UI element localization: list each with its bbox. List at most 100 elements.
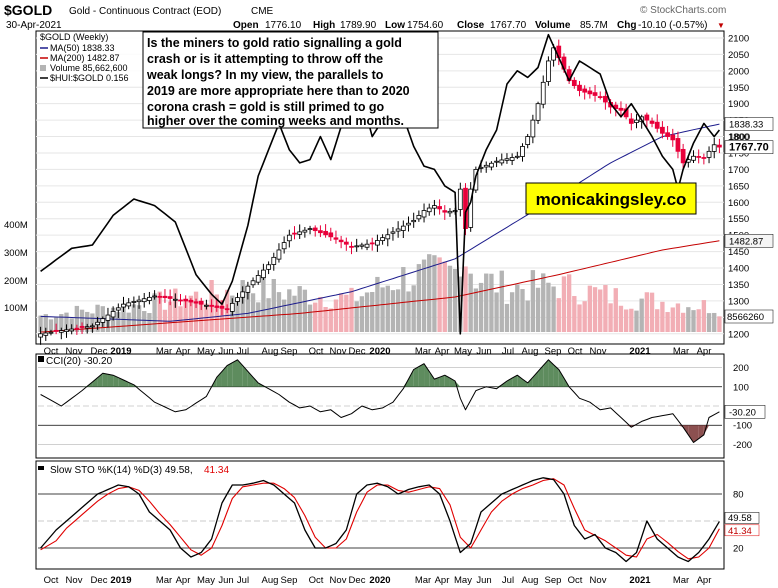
candle-body (105, 314, 111, 321)
volume-bar (489, 273, 494, 332)
candle-body (680, 148, 686, 164)
month-label: Aug (522, 346, 539, 357)
month-label: Mar (415, 346, 431, 357)
candle-body (126, 302, 132, 307)
cci-fill-positive (434, 377, 440, 387)
volume-bar (458, 276, 463, 332)
volume-bar (240, 280, 245, 332)
candle-body (582, 88, 588, 93)
legend-ma200: MA(200) 1482.87 (50, 53, 120, 63)
cci-fill-positive (553, 364, 559, 387)
annotation-line-4: 2019 are more appropriate here than to 2… (147, 84, 410, 98)
candle-body (307, 228, 313, 230)
volume-bar (696, 309, 701, 332)
volume-bar (328, 308, 333, 332)
candle-body (188, 299, 194, 303)
volume-bar (287, 289, 292, 332)
annotation-line-3: weak longs? In my view, the parallels to (146, 68, 384, 82)
volume-bar (411, 285, 416, 332)
candle-body (618, 107, 624, 111)
month-label: Oct (44, 346, 59, 357)
month-label: Mar (415, 575, 431, 586)
volume-bar (442, 261, 447, 332)
candle-body (369, 242, 375, 245)
candle-body (64, 329, 69, 332)
volume-bar (608, 303, 613, 332)
candle-body (286, 234, 292, 242)
candle-body (406, 222, 411, 226)
candle-body (603, 95, 608, 103)
cci-fill-positive (543, 359, 549, 387)
month-label: 2021 (629, 346, 651, 357)
candle-body (255, 275, 261, 283)
cci-fill-positive (113, 375, 119, 387)
month-label: 2020 (369, 575, 390, 586)
cci-fill-negative (703, 425, 710, 435)
candle-body (69, 328, 75, 332)
candle-body (628, 118, 634, 124)
volume-bar (385, 285, 390, 332)
month-label: Aug (522, 575, 539, 586)
candle-body (421, 210, 427, 218)
price-tick-label: 1650 (728, 181, 749, 192)
candle-body (696, 156, 702, 158)
sto-tick-label: 20 (733, 544, 744, 555)
volume-bar (266, 298, 271, 332)
volume-bar (318, 296, 323, 332)
header-date: 30-Apr-2021 (6, 20, 62, 31)
candle-body (654, 121, 660, 129)
legend-ratio: $HUI:$GOLD 0.156 (50, 73, 129, 83)
cci-tick-label: 100 (733, 382, 749, 393)
candle-body (540, 81, 546, 105)
cci-line (40, 359, 720, 443)
cci-fill-positive (522, 379, 528, 387)
volume-bar (395, 289, 401, 332)
sto-title: Slow STO %K(14) %D(3) 49.58, 41.34 (38, 465, 229, 476)
candle-body (162, 295, 168, 299)
volume-bar (43, 314, 48, 332)
candle-body (328, 232, 334, 238)
low-label: Low (385, 20, 405, 31)
candle-body (198, 300, 204, 305)
month-label: May (197, 346, 215, 357)
volume-bar (618, 305, 624, 332)
sto-d-last: 41.34 (728, 526, 752, 537)
month-label: Sep (545, 575, 562, 586)
volume-bar (515, 284, 520, 332)
month-label: Jul (502, 575, 514, 586)
cci-fill-positive (242, 365, 248, 387)
volume-bar (484, 273, 489, 332)
candle-body (649, 120, 655, 124)
candle-body (266, 264, 271, 270)
down-arrow-icon: ▼ (717, 21, 725, 30)
volume-bar (691, 310, 696, 332)
volume-bar (634, 310, 639, 332)
candle-body (271, 256, 277, 265)
volume-bar (525, 300, 530, 332)
volume-bar (59, 314, 64, 332)
open-label: Open (233, 20, 259, 31)
cci-tick-label: -200 (733, 440, 752, 451)
exchange: CME (251, 6, 274, 17)
volume-bar (437, 257, 442, 332)
volume-bar (297, 286, 302, 332)
candle-body (577, 84, 582, 91)
candle-body (95, 321, 100, 326)
volume-bar (90, 313, 95, 332)
candle-body (261, 269, 266, 279)
month-label: Mar (156, 575, 172, 586)
volume-bar (333, 299, 339, 332)
price-label: 1838.33 (729, 119, 763, 130)
candle-body (115, 307, 121, 311)
cci-fill-positive (232, 359, 238, 387)
month-label: Dec (349, 346, 366, 357)
month-label: Apr (176, 346, 191, 357)
volume-bar (116, 312, 121, 332)
candle-body (43, 332, 49, 336)
price-tick-label: 1900 (728, 99, 749, 110)
annotation-box: Is the miners to gold ratio signalling a… (142, 31, 439, 129)
month-label: May (197, 575, 215, 586)
volume-bar (421, 259, 427, 332)
candle-body (38, 333, 43, 338)
volume-last-box (724, 309, 774, 324)
